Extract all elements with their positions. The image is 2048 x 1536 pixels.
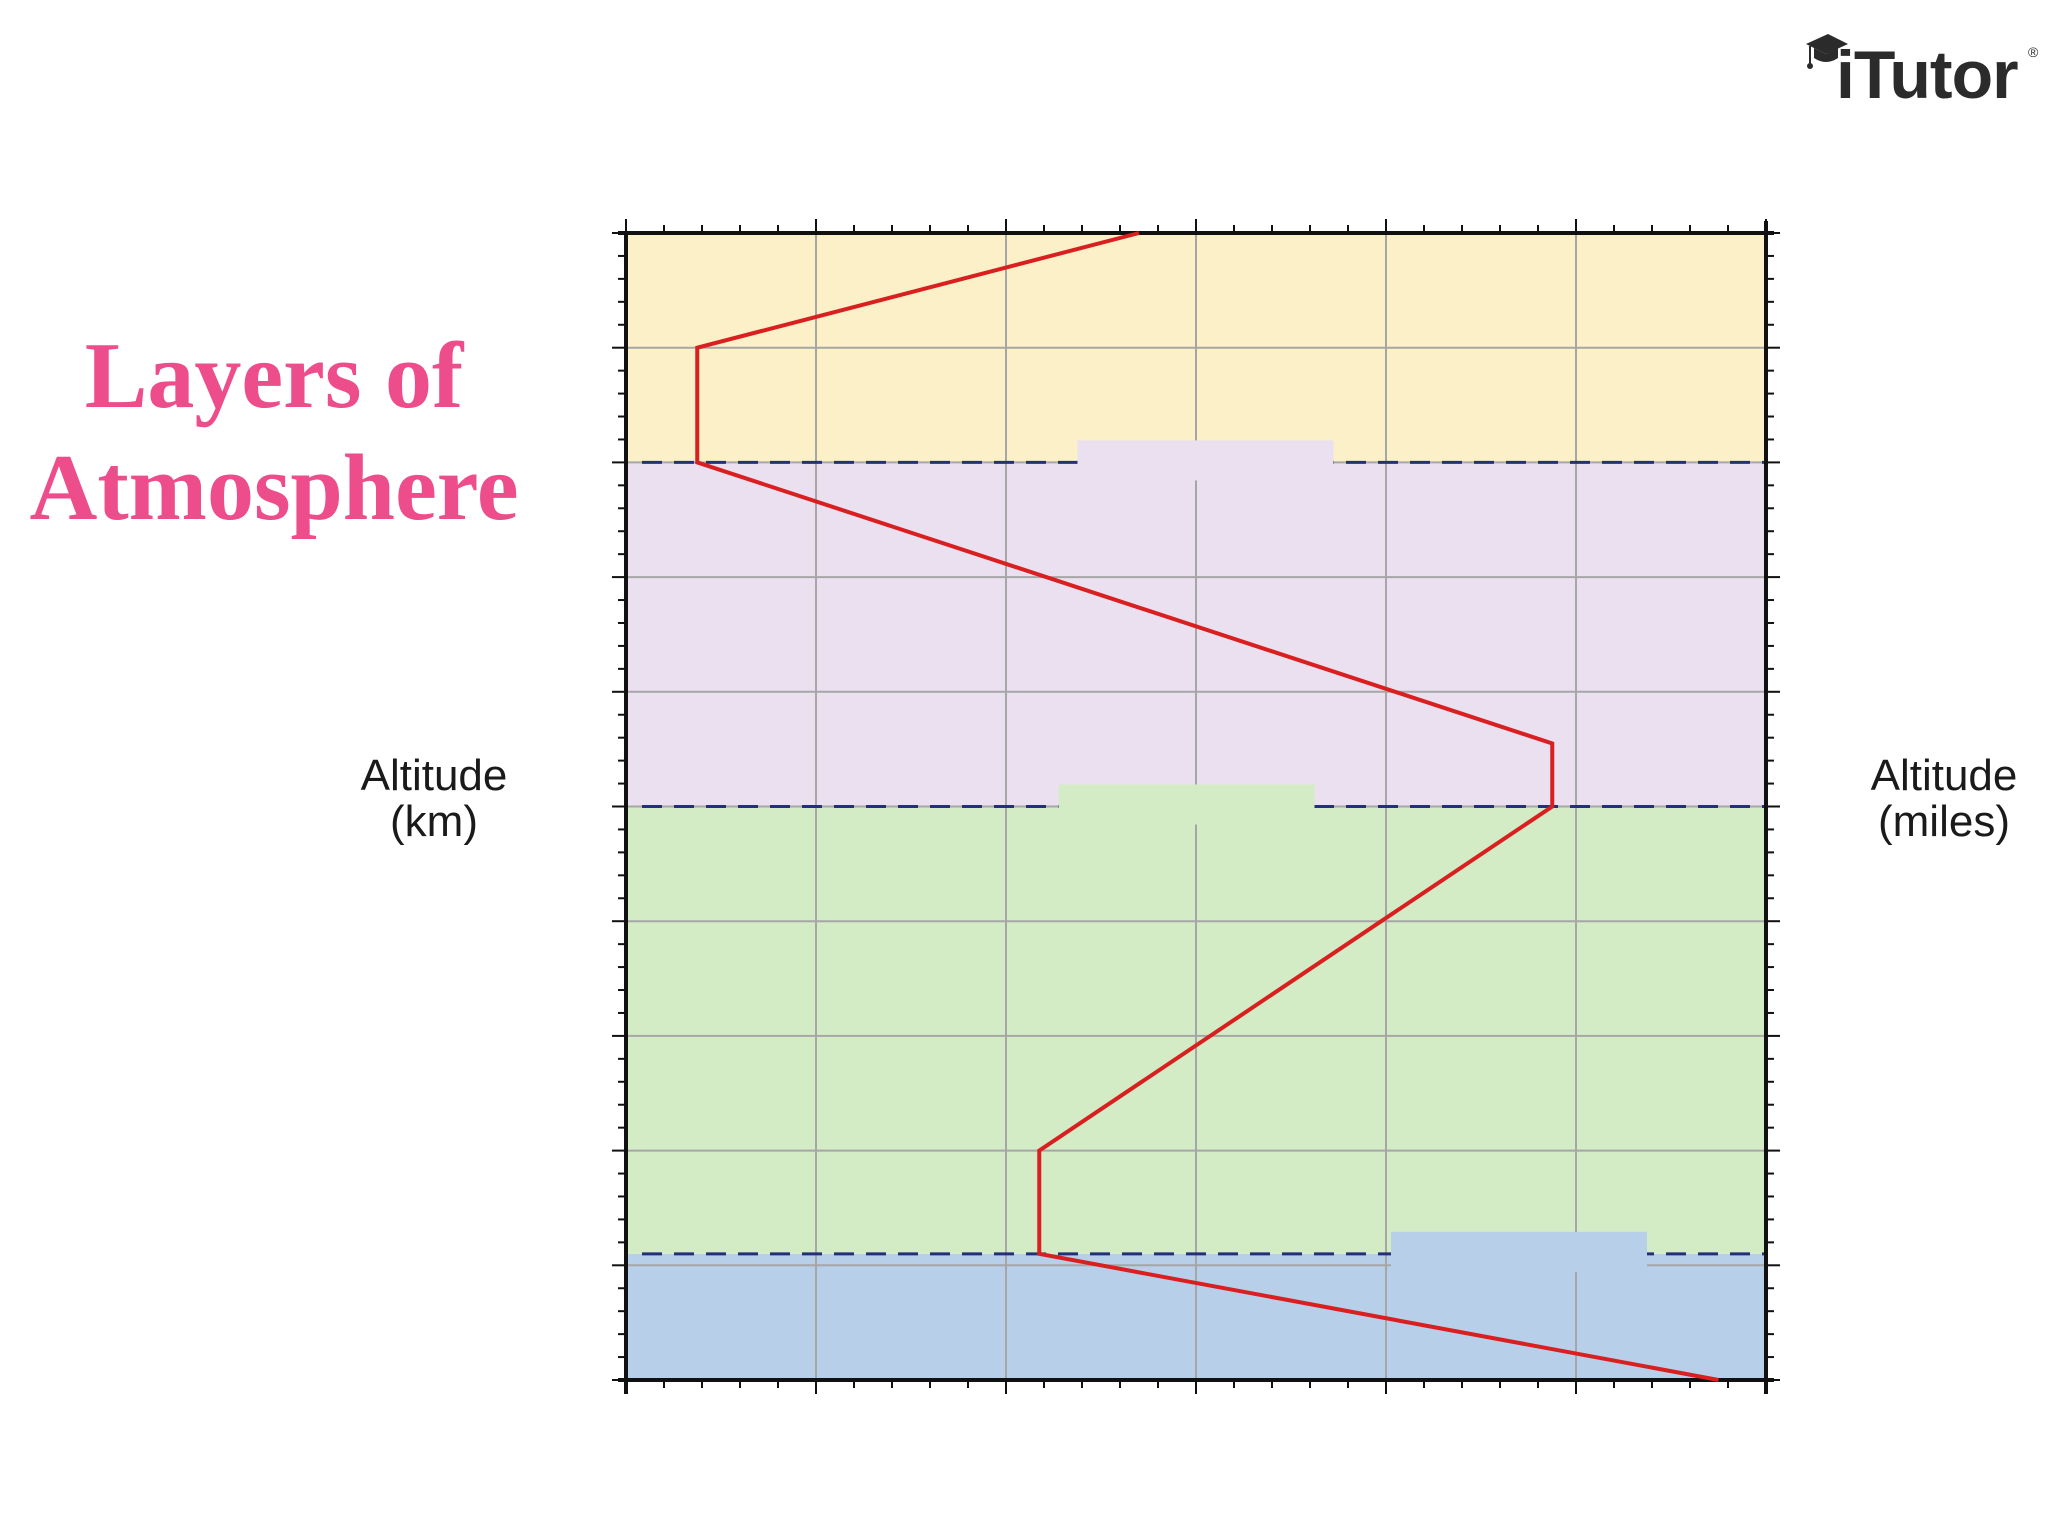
y-axis-title-left: Altitude (km)	[361, 751, 508, 846]
y-axis-title-left-line: (km)	[390, 797, 478, 846]
y-axis-title-right: Altitude (miles)	[1871, 751, 2018, 846]
y-axis-title-right-line: (miles)	[1878, 797, 2010, 846]
layer-labels	[1058, 440, 1647, 1272]
axes	[612, 219, 1780, 1394]
boundary-label-bg	[1058, 784, 1315, 825]
page-title: Layers of Atmosphere	[14, 320, 534, 544]
page-title-line2: Atmosphere	[29, 436, 519, 540]
graduation-cap-icon	[1806, 34, 1848, 69]
series-lines	[695, 231, 1719, 1382]
axis-titles: Altitude (km)Altitude (miles)	[361, 751, 2018, 846]
page-title-line1: Layers of	[84, 324, 464, 428]
boundary-label-bg	[1077, 440, 1334, 481]
y-axis-title-right-line: Altitude	[1871, 751, 2018, 800]
boundary-label-bg	[1391, 1231, 1647, 1272]
itutor-logo: iTutor ®	[1800, 22, 2040, 113]
temperature-profile-line	[695, 231, 1719, 1382]
logo-registered-mark: ®	[2028, 44, 2039, 60]
y-axis-title-left-line: Altitude	[361, 751, 508, 800]
logo-text: iTutor	[1836, 37, 2019, 113]
